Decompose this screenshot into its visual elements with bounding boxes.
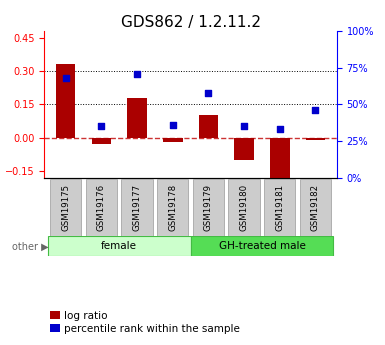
- Point: [241, 124, 247, 129]
- Text: GSM19175: GSM19175: [61, 184, 70, 231]
- Text: GH-treated male: GH-treated male: [219, 241, 305, 251]
- Text: GSM19178: GSM19178: [168, 184, 177, 231]
- Legend: log ratio, percentile rank within the sample: log ratio, percentile rank within the sa…: [46, 307, 244, 338]
- Text: GSM19177: GSM19177: [132, 184, 142, 231]
- Point: [134, 71, 140, 76]
- Bar: [264, 179, 295, 236]
- Bar: [199, 116, 218, 138]
- Text: GSM19181: GSM19181: [275, 184, 284, 231]
- Bar: [228, 179, 260, 236]
- Point: [98, 124, 104, 129]
- Bar: [127, 98, 147, 138]
- Bar: [86, 179, 117, 236]
- Bar: [121, 179, 153, 236]
- Bar: [191, 236, 333, 256]
- Bar: [50, 179, 81, 236]
- Text: other ▶: other ▶: [12, 241, 48, 251]
- Point: [312, 108, 318, 113]
- Bar: [48, 236, 191, 256]
- Title: GDS862 / 1.2.11.2: GDS862 / 1.2.11.2: [121, 15, 261, 30]
- Text: female: female: [101, 241, 137, 251]
- Text: GSM19180: GSM19180: [239, 184, 249, 231]
- Bar: [306, 138, 325, 140]
- Bar: [163, 138, 182, 142]
- Bar: [234, 138, 254, 160]
- Bar: [157, 179, 188, 236]
- Bar: [56, 65, 75, 138]
- Text: GSM19182: GSM19182: [311, 184, 320, 231]
- Point: [63, 75, 69, 81]
- Text: GSM19176: GSM19176: [97, 184, 106, 231]
- Text: GSM19179: GSM19179: [204, 184, 213, 231]
- Point: [277, 127, 283, 132]
- Point: [170, 122, 176, 128]
- Bar: [300, 179, 331, 236]
- Bar: [193, 179, 224, 236]
- Point: [205, 90, 211, 95]
- Bar: [270, 138, 290, 182]
- Bar: [92, 138, 111, 144]
